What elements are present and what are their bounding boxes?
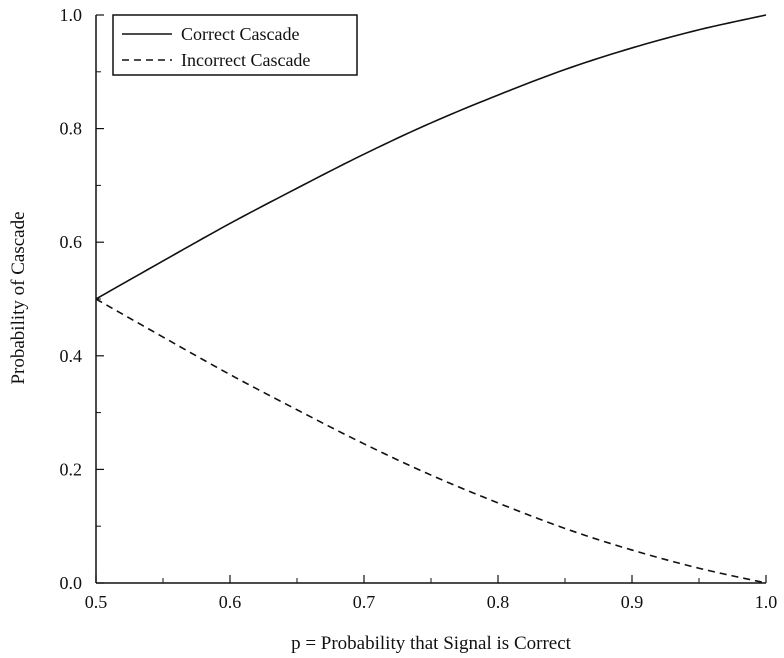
y-tick-label: 0.8 — [60, 119, 83, 139]
legend-box — [112, 14, 358, 76]
y-tick-label: 1.0 — [60, 5, 83, 25]
y-tick-label: 0.2 — [60, 459, 83, 479]
series-line-incorrect-cascade — [95, 298, 767, 584]
series-lines — [95, 14, 767, 584]
y-tick-label: 0.4 — [60, 346, 83, 366]
x-tick-label: 0.5 — [85, 592, 108, 612]
y-tick-label: 0.6 — [60, 232, 83, 252]
axes — [95, 15, 766, 584]
legend-label-correct-cascade: Correct Cascade — [181, 24, 299, 44]
x-tick-label: 0.7 — [353, 592, 376, 612]
series-line-correct-cascade — [95, 14, 767, 300]
x-tick-label: 0.6 — [219, 592, 242, 612]
y-tick-label: 0.0 — [60, 573, 83, 593]
x-tick-label: 1.0 — [755, 592, 778, 612]
y-axis-label: Probability of Cascade — [8, 211, 29, 384]
y-axis-ticks: 0.0 0.2 0.4 0.6 0.8 1.0 — [60, 5, 104, 593]
legend-label-incorrect-cascade: Incorrect Cascade — [181, 50, 310, 70]
x-tick-label: 0.8 — [487, 592, 510, 612]
x-axis-ticks: 0.5 0.6 0.7 0.8 0.9 1.0 — [85, 575, 778, 612]
x-tick-label: 0.9 — [621, 592, 644, 612]
x-axis-label: p = Probability that Signal is Correct — [291, 633, 572, 654]
legend: Correct Cascade Incorrect Cascade — [112, 14, 358, 76]
